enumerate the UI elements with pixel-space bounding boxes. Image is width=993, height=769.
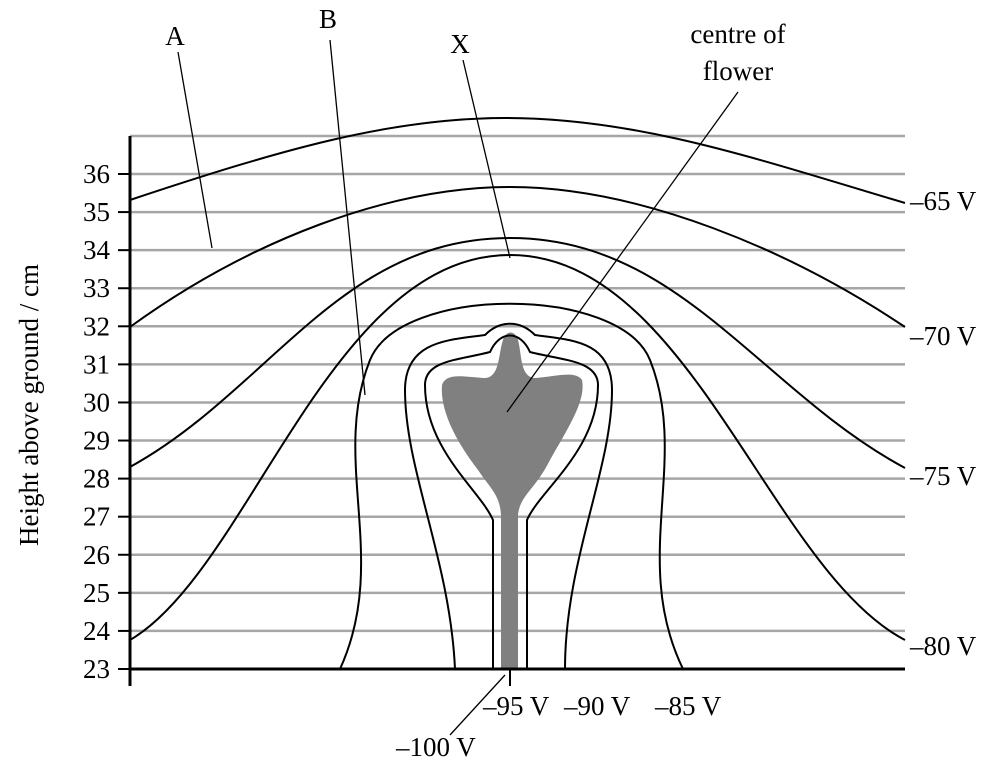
label-centre: flower — [703, 56, 773, 86]
label-b: B — [319, 4, 337, 34]
contour-label: –100 V — [395, 732, 476, 762]
y-tick-label: 32 — [83, 311, 110, 341]
contour-label: –75 V — [909, 461, 977, 491]
flower — [442, 333, 583, 669]
pointer — [330, 40, 365, 395]
y-tick-label: 36 — [83, 159, 110, 189]
y-tick-label: 31 — [83, 349, 110, 379]
axis-label: Height above ground / cm — [14, 264, 44, 546]
y-tick-label: 28 — [83, 464, 110, 494]
label-x: X — [450, 29, 470, 59]
contour-label: –65 V — [909, 186, 977, 216]
y-tick-label: 23 — [83, 654, 110, 684]
label-a: A — [165, 21, 185, 51]
contour-label: –95 V — [482, 691, 550, 721]
y-tick-label: 26 — [83, 540, 110, 570]
diagram: 23 24 25 26 27 28 29 30 31 32 33 34 35 36 A B X centr… — [0, 0, 993, 764]
y-tick-label: 29 — [83, 426, 110, 456]
pointer — [463, 60, 510, 258]
label-centre: centre of — [690, 19, 785, 49]
y-tick-label: 24 — [83, 616, 111, 646]
pointer — [178, 52, 212, 248]
y-tick-label: 30 — [83, 387, 110, 417]
contour-label: –70 V — [909, 321, 977, 351]
contour — [130, 187, 905, 327]
y-tick-label: 34 — [83, 235, 111, 265]
y-tick-label: 27 — [83, 502, 110, 532]
y-tick-label: 33 — [83, 273, 110, 303]
contour — [130, 118, 905, 203]
contour-label: –85 V — [654, 691, 722, 721]
contour-label: –80 V — [909, 631, 977, 661]
y-tick-label: 25 — [83, 578, 110, 608]
y-tick-label: 35 — [83, 197, 110, 227]
contour-label: –90 V — [563, 691, 631, 721]
